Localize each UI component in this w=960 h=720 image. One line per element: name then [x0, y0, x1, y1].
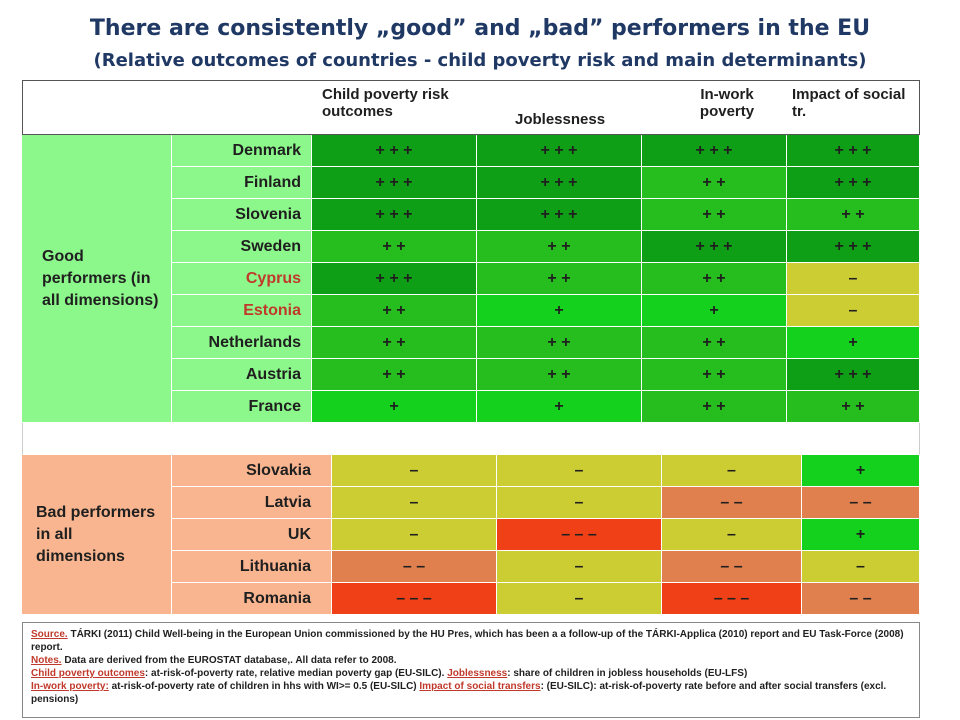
score-cell: + + +	[477, 199, 642, 231]
column-header-child-poverty: Child poverty risk outcomes	[322, 86, 449, 120]
score-cell: –	[497, 551, 662, 583]
score-cell: + + +	[787, 231, 920, 263]
def-joblessness-link[interactable]: Joblessness	[447, 668, 508, 679]
performance-table: Child poverty risk outcomes Joblessness …	[22, 80, 920, 615]
bad-group-label: Bad performers in all dimensions	[36, 503, 156, 565]
score-cell: + + +	[787, 167, 920, 199]
score-cell: – –	[662, 487, 802, 519]
score-cell: +	[312, 391, 477, 423]
score-cell: + + +	[312, 199, 477, 231]
score-cell: –	[497, 455, 662, 487]
score-cell: + + +	[312, 167, 477, 199]
score-cell: + +	[642, 359, 787, 391]
score-cell: + +	[642, 263, 787, 295]
score-cell: +	[477, 391, 642, 423]
score-cell: + +	[477, 327, 642, 359]
score-cell: + +	[642, 391, 787, 423]
country-label: Finland	[172, 167, 312, 199]
notes-link[interactable]: Notes.	[31, 655, 62, 666]
score-cell: – –	[802, 583, 920, 615]
score-cell: + + +	[312, 263, 477, 295]
score-cell: + + +	[642, 231, 787, 263]
good-group-label: Good performers (in all dimensions)	[42, 247, 159, 309]
score-cell: + + +	[477, 135, 642, 167]
score-cell: + + +	[787, 135, 920, 167]
score-cell: –	[787, 295, 920, 327]
page-subtitle: (Relative outcomes of countries - child …	[93, 50, 867, 71]
score-cell: + +	[642, 327, 787, 359]
country-label: Austria	[172, 359, 312, 391]
column-header-joblessness: Joblessness	[515, 111, 606, 128]
country-label: Netherlands	[172, 327, 312, 359]
country-label: Cyprus	[172, 263, 312, 295]
notes-text: Data are derived from the EUROSTAT datab…	[61, 655, 397, 666]
def-social-transfers-text: : (EU-SILC): at-risk-of-poverty rate bef…	[31, 681, 887, 705]
score-cell: +	[787, 327, 920, 359]
bad-group-cell: Bad performers in all dimensions	[22, 455, 172, 615]
score-cell: – – –	[332, 583, 497, 615]
country-label: UK	[172, 519, 332, 551]
score-cell: +	[802, 519, 920, 551]
score-cell: –	[802, 551, 920, 583]
country-label: Estonia	[172, 295, 312, 327]
def-in-work-poverty-text: at-risk-of-poverty rate of children in h…	[108, 681, 420, 692]
good-group-cell: Good performers (in all dimensions)	[22, 135, 172, 423]
score-cell: + + +	[477, 167, 642, 199]
score-cell: + +	[312, 359, 477, 391]
score-cell: – – –	[662, 583, 802, 615]
source-link[interactable]: Source.	[31, 629, 68, 640]
def-child-poverty-text: : at-risk-of-poverty rate, relative medi…	[144, 668, 448, 679]
score-cell: – – –	[497, 519, 662, 551]
score-cell: + +	[477, 231, 642, 263]
score-cell: + +	[312, 231, 477, 263]
score-cell: + +	[477, 359, 642, 391]
score-cell: – –	[662, 551, 802, 583]
score-cell: –	[662, 519, 802, 551]
notes-box: Source. TÁRKI (2011) Child Well-being in…	[22, 622, 920, 718]
score-cell: + + +	[787, 359, 920, 391]
source-text: TÁRKI (2011) Child Well-being in the Eur…	[31, 629, 904, 653]
score-cell: –	[497, 583, 662, 615]
country-label: France	[172, 391, 312, 423]
score-cell: +	[642, 295, 787, 327]
score-cell: –	[332, 487, 497, 519]
def-in-work-poverty-link[interactable]: In-work poverty:	[31, 681, 109, 692]
score-cell: –	[662, 455, 802, 487]
score-cell: + +	[312, 295, 477, 327]
header-row	[22, 80, 920, 135]
country-label: Latvia	[172, 487, 332, 519]
score-cell: + +	[787, 391, 920, 423]
spacer-row	[22, 423, 920, 455]
country-label: Lithuania	[172, 551, 332, 583]
country-label: Slovakia	[172, 455, 332, 487]
score-cell: –	[332, 519, 497, 551]
country-label: Denmark	[172, 135, 312, 167]
score-cell: +	[802, 455, 920, 487]
score-cell: + +	[642, 199, 787, 231]
score-cell: + +	[312, 327, 477, 359]
score-cell: + + +	[642, 135, 787, 167]
score-cell: – –	[332, 551, 497, 583]
country-label: Romania	[172, 583, 332, 615]
score-cell: –	[787, 263, 920, 295]
score-cell: –	[332, 455, 497, 487]
score-cell: + +	[477, 263, 642, 295]
column-header-social-transfers: Impact of social tr.	[792, 86, 906, 120]
def-child-poverty-link[interactable]: Child poverty outcomes	[31, 668, 145, 679]
score-cell: +	[477, 295, 642, 327]
score-cell: –	[497, 487, 662, 519]
page-title: There are consistently „good” and „bad” …	[89, 16, 871, 41]
score-cell: + +	[642, 167, 787, 199]
score-cell: – –	[802, 487, 920, 519]
column-header-in-work-poverty: In-work poverty	[699, 86, 755, 120]
country-label: Slovenia	[172, 199, 312, 231]
score-cell: + +	[787, 199, 920, 231]
country-label: Sweden	[172, 231, 312, 263]
def-joblessness-text: : share of children in jobless household…	[507, 668, 748, 679]
score-cell: + + +	[312, 135, 477, 167]
def-social-transfers-link[interactable]: Impact of social transfers	[419, 681, 541, 692]
